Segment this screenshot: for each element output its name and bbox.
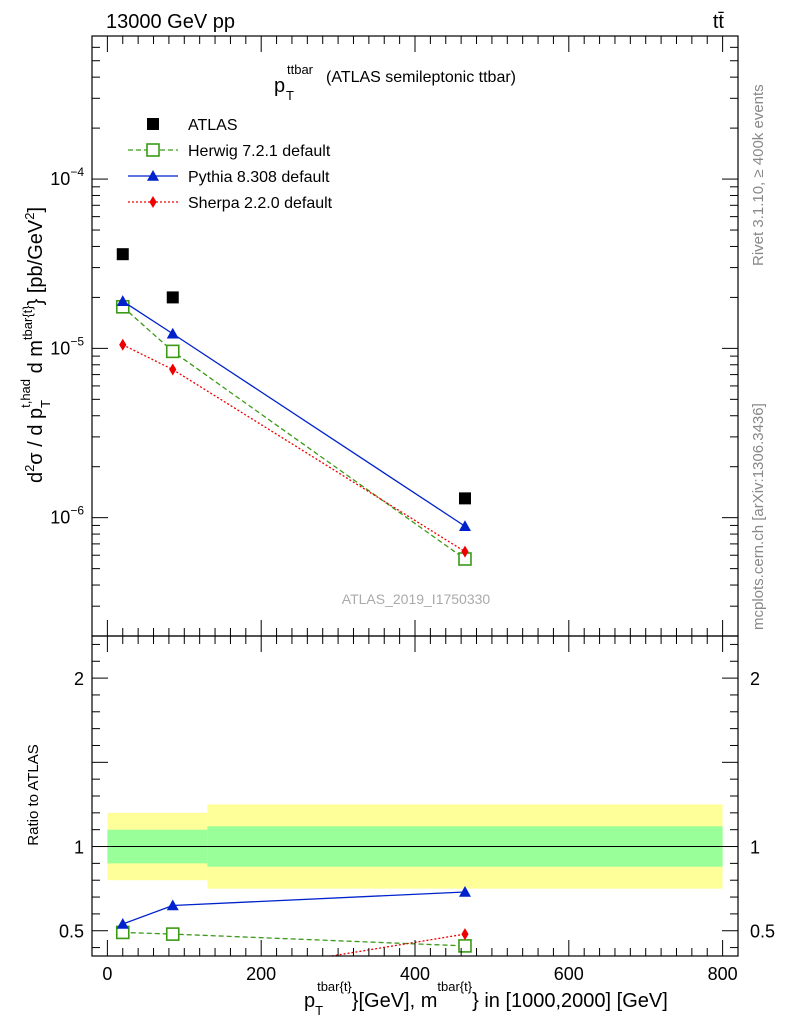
data-point-pythia: [116, 918, 129, 929]
title-rest: (ATLAS semileptonic ttbar): [326, 69, 516, 86]
data-point-sherpa: [169, 363, 177, 376]
x-tick-label: 800: [708, 964, 738, 984]
x-tick-label: 0: [102, 964, 112, 984]
series-herwig: [115, 300, 472, 566]
legend-marker-atlas: [147, 118, 159, 130]
rivet-label: Rivet 3.1.10, ≥ 400k events: [750, 84, 767, 266]
legend-marker-pythia: [147, 170, 159, 181]
ratio-y-tick-label: 1: [750, 838, 760, 858]
legend-label-sherpa: Sherpa 2.2.0 default: [188, 195, 333, 212]
data-point-pythia: [166, 327, 179, 339]
series-pythia: [116, 295, 471, 532]
legend-label-herwig: Herwig 7.2.1 default: [188, 143, 331, 160]
data-point-sherpa: [461, 545, 469, 558]
legend-marker-sherpa: [149, 196, 157, 208]
legend: ATLAS Herwig 7.2.1 default Pythia 8.308 de…: [128, 117, 333, 212]
analysis-watermark: ATLAS_2019_I1750330: [342, 591, 491, 607]
data-point-herwig: [165, 344, 180, 359]
series-line-sherpa: [327, 933, 466, 956]
main-y-label: d2σ / d pTt,had d mtbar{t}} [pb/GeV2]: [18, 207, 53, 483]
x-tick-label: 600: [554, 964, 584, 984]
data-point-pythia: [116, 295, 129, 306]
title-p: p: [274, 75, 285, 97]
ratio-uncertainty-bands: [107, 804, 723, 889]
ratio-series-layer: [115, 886, 472, 956]
y-tick-label: 10−6: [50, 504, 84, 528]
legend-label-atlas: ATLAS: [188, 117, 238, 134]
x-tick-label: 200: [246, 964, 276, 984]
series-sherpa: [327, 928, 469, 956]
data-point-atlas: [116, 248, 129, 261]
x-axis-label: pTtbar{t}}[GeV], mtbar{t}} in [1000,2000…: [304, 979, 668, 1018]
main-series-layer: [115, 248, 472, 566]
data-point-atlas: [166, 291, 179, 304]
process-label: tt̄: [713, 11, 725, 33]
legend-label-pythia: Pythia 8.308 default: [188, 169, 330, 186]
mcplots-label: mcplots.cern.ch [arXiv:1306.3436]: [750, 403, 767, 630]
title-sub: T: [286, 88, 294, 103]
ratio-y-tick-label: 2: [750, 669, 760, 689]
data-point-sherpa: [119, 338, 127, 351]
series-atlas: [116, 248, 471, 505]
data-point-sherpa: [461, 928, 469, 941]
series-sherpa: [119, 338, 469, 558]
ratio-y-tick-label: 0.5: [750, 922, 775, 942]
data-point-pythia: [166, 899, 179, 911]
main-title: p T ttbar (ATLAS semileptonic ttbar): [274, 62, 516, 103]
ratio-y-label: Ratio to ATLAS: [25, 744, 42, 845]
ratio-y-tick-label: 0.5: [59, 922, 84, 942]
title-sup: ttbar: [287, 62, 314, 77]
ratio-y-tick-label: 1: [74, 838, 84, 858]
series-pythia: [116, 886, 471, 929]
legend-marker-herwig: [146, 143, 160, 157]
data-point-herwig: [165, 927, 180, 941]
data-point-pythia: [458, 520, 471, 532]
y-tick-label: 10−5: [50, 334, 84, 358]
axes-layer: 10−6 10−5 10−4 0 200 400 600 800 0.5 0.5 1 1 2 2: [50, 35, 775, 984]
svg-text:d2σ / d pTt,had d mtbar{t}} [p: d2σ / d pTt,had d mtbar{t}} [pb/GeV2]: [18, 207, 53, 483]
series-herwig: [115, 925, 472, 953]
y-tick-label: 10−4: [50, 165, 84, 189]
series-line-sherpa: [122, 344, 466, 553]
data-point-atlas: [458, 492, 471, 505]
svg-text:pTtbar{t}}[GeV], mtbar{t}} in: pTtbar{t}}[GeV], mtbar{t}} in [1000,2000…: [304, 979, 668, 1018]
energy-label: 13000 GeV pp: [106, 11, 235, 33]
ratio-frame: [91, 635, 739, 957]
data-point-pythia: [458, 886, 471, 897]
x-tick-label: 400: [400, 964, 430, 984]
ratio-y-tick-label: 2: [74, 669, 84, 689]
